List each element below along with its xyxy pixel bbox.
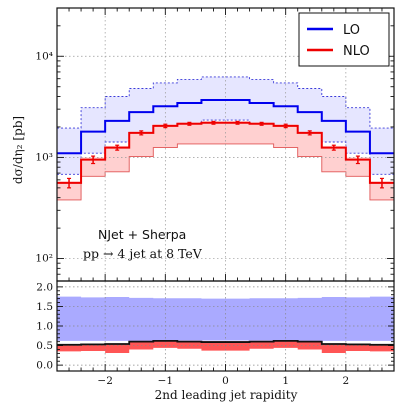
ratio-lo-band (57, 296, 394, 341)
ratio-lines (57, 339, 394, 346)
nlo-band-lower-edge (57, 143, 394, 201)
y-axis-label: dσ/dη₂ [pb] (11, 116, 25, 184)
nlo-error-bars (67, 120, 384, 189)
ratio-tick-labels: 0.0 0.5 1.0 1.5 2.0 −2 −1 0 1 2 (36, 281, 349, 387)
ratio-y-tick-label: 1.5 (36, 301, 53, 313)
x-tick-label: −2 (97, 375, 112, 387)
ratio-y-tick-label: 1.0 (36, 321, 53, 333)
y-tick-label: 10³ (35, 151, 53, 163)
histogram-lines (57, 98, 394, 184)
lo-histogram (57, 98, 394, 155)
x-tick-label: −1 (158, 375, 173, 387)
y-tick-label: 10² (35, 253, 53, 265)
lo-band-lower-edge (57, 119, 394, 175)
ratio-bands (57, 296, 394, 353)
nlo-band (57, 121, 394, 200)
ratio-y-tick-label: 2.0 (36, 281, 53, 293)
x-axis-label: 2nd leading jet rapidity (155, 388, 298, 402)
x-tick-label: 1 (282, 375, 289, 387)
x-tick-label: 2 (343, 375, 350, 387)
uncertainty-bands (57, 76, 394, 201)
ratio-y-tick-label: 0.5 (36, 340, 53, 352)
ratio-ticks (56, 286, 395, 371)
ratio-nlo-band (57, 340, 394, 353)
y-tick-label: 10⁴ (35, 50, 53, 62)
annotation-process: pp → 4 jet at 8 TeV (83, 246, 203, 261)
legend: LO NLO (298, 12, 390, 67)
lo-band (57, 76, 394, 175)
ratio-line (57, 339, 394, 346)
main-grid (57, 8, 394, 281)
ratio-grid (57, 281, 394, 371)
main-panel: 10² 10³ 10⁴ (35, 7, 395, 282)
legend-nlo-label: NLO (343, 44, 370, 59)
ratio-y-tick-label: 0.0 (36, 360, 53, 372)
legend-box (298, 12, 390, 67)
annotation-generator: NJet + Sherpa (98, 227, 186, 242)
ratio-panel: 0.0 0.5 1.0 1.5 2.0 −2 −1 0 1 2 (36, 280, 395, 387)
x-tick-label: 0 (222, 375, 229, 387)
main-y-tick-labels: 10² 10³ 10⁴ (35, 50, 53, 264)
nlo-histogram (57, 121, 394, 184)
legend-lo-label: LO (343, 23, 360, 38)
